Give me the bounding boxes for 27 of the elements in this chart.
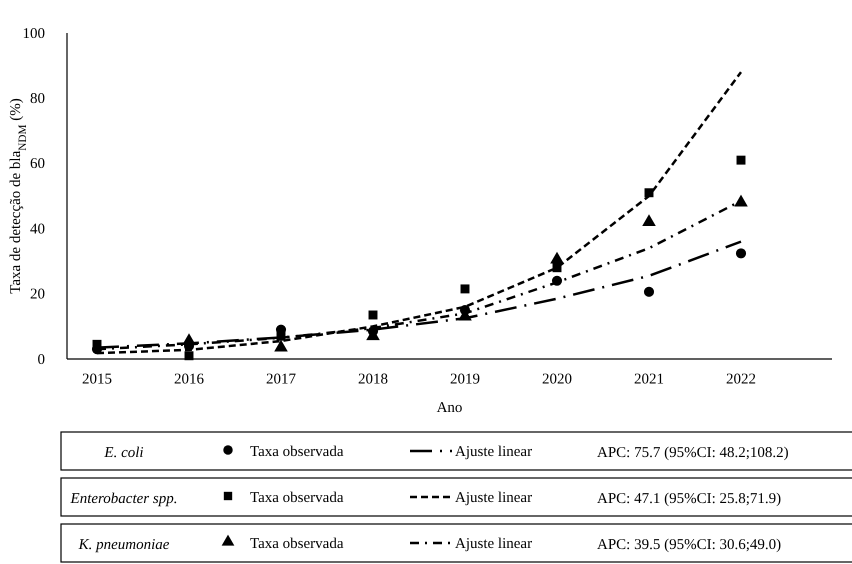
- x-tick-label: 2021: [634, 372, 664, 388]
- y-tick-label: 0: [38, 352, 45, 368]
- y-tick-label: 40: [30, 221, 45, 238]
- legend-label: Taxa observada: [250, 490, 344, 506]
- text: Enterobacter spp.: [70, 491, 178, 507]
- x-tick-label: 2020: [542, 372, 572, 388]
- x-tick-label: 2019: [450, 372, 480, 388]
- legend-label: Taxa observada: [250, 536, 344, 552]
- x-tick-label: 2018: [358, 372, 388, 388]
- text: E. coli: [103, 445, 144, 461]
- text: APC: 39.5 (95%CI: 30.6;49.0): [597, 537, 782, 553]
- x-tick-label: 2016: [174, 372, 204, 388]
- y-tick-label: 100: [22, 26, 45, 42]
- x-axis-title: Ano: [436, 400, 462, 416]
- legend-label: Ajuste linear: [455, 490, 532, 506]
- legend-label: Ajuste linear: [455, 536, 532, 552]
- y-tick-label: 60: [30, 156, 45, 172]
- y-tick-label: 20: [30, 286, 45, 303]
- legend-label: Taxa observada: [250, 444, 344, 460]
- text: APC: 47.1 (95%CI: 25.8;71.9): [597, 491, 782, 507]
- x-tick-label: 2022: [726, 372, 756, 388]
- legend-label: Ajuste linear: [455, 444, 532, 460]
- x-tick-label: 2015: [82, 372, 112, 388]
- x-tick-label: 2017: [266, 372, 296, 388]
- text: APC: 75.7 (95%CI: 48.2;108.2): [597, 445, 789, 461]
- y-tick-label: 80: [30, 91, 45, 107]
- text: K. pneumoniae: [78, 537, 170, 553]
